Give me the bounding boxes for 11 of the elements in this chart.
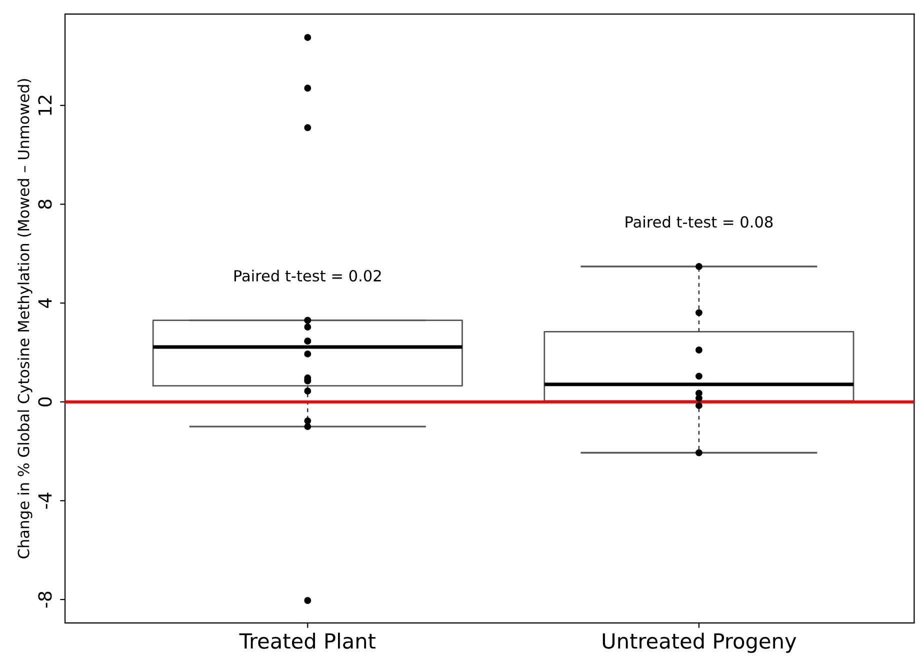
x-tick-label: Untreated Progeny <box>602 632 796 653</box>
y-tick-label: -8 <box>38 592 52 608</box>
y-tick-label: 12 <box>38 96 52 115</box>
y-tick-label: -4 <box>38 492 52 509</box>
y-tick-label: 4 <box>38 298 52 308</box>
annotation: Paired t-test = 0.08 <box>626 216 773 228</box>
y-tick-label: 0 <box>38 397 52 406</box>
x-tick-label: Treated Plant <box>239 632 376 649</box>
y-axis-title: Change in % Global Cytosine Methylation (Mowed – Unmowed) <box>18 79 32 558</box>
annotation: Paired t-test = 0.02 <box>234 270 381 282</box>
y-tick-label: 8 <box>38 200 52 209</box>
